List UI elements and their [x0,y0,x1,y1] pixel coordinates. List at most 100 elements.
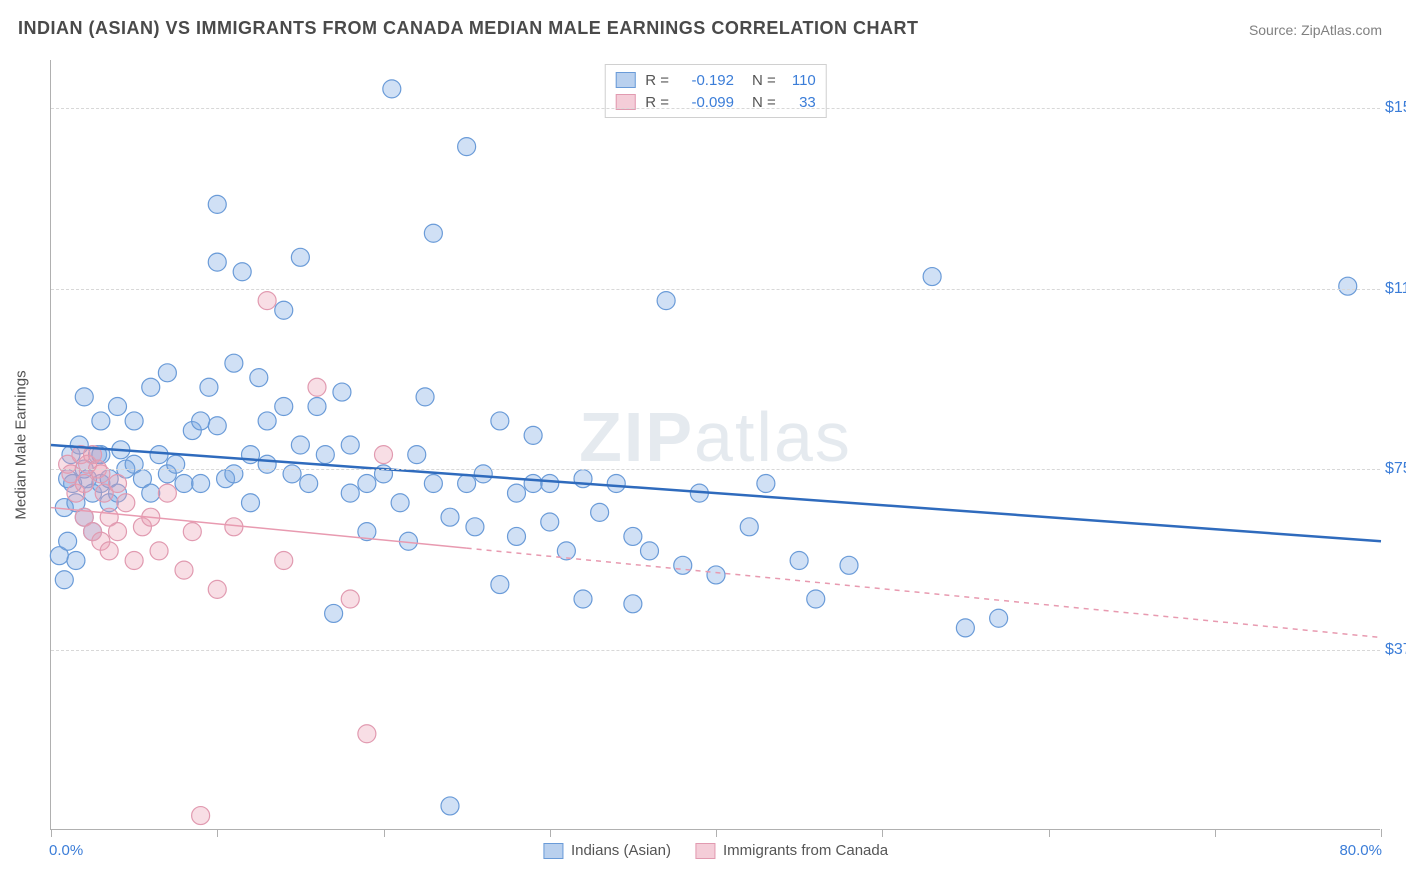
data-point [225,518,243,536]
data-point [308,378,326,396]
data-point [416,388,434,406]
data-point [508,484,526,502]
data-point [192,807,210,825]
data-point [200,378,218,396]
y-tick-label: $150,000 [1385,99,1406,117]
data-point [283,465,301,483]
data-point [75,388,93,406]
data-point [341,484,359,502]
x-tick [384,829,385,837]
legend-n-value: 110 [786,72,816,89]
data-point [923,268,941,286]
data-point [441,508,459,526]
data-point [183,523,201,541]
data-point [92,465,110,483]
data-point [574,590,592,608]
data-point [308,398,326,416]
data-point [109,523,127,541]
data-point [158,364,176,382]
data-point [524,426,542,444]
data-point [524,475,542,493]
data-point [258,412,276,430]
data-point [740,518,758,536]
data-point [150,542,168,560]
grid-line [51,650,1380,651]
data-point [109,398,127,416]
data-point [341,436,359,454]
legend-stat-row: R = -0.192 N = 110 [615,69,816,91]
legend-swatch [695,843,715,859]
data-point [383,80,401,98]
data-point [424,475,442,493]
data-point [208,195,226,213]
legend-n-label: N = [752,72,776,89]
legend-series: Indians (Asian) Immigrants from Canada [543,842,888,859]
legend-item: Indians (Asian) [543,842,671,859]
data-point [275,552,293,570]
x-tick [1381,829,1382,837]
data-point [391,494,409,512]
data-point [790,552,808,570]
x-axis-start-label: 0.0% [49,842,83,859]
data-point [491,412,509,430]
x-tick [882,829,883,837]
x-tick [716,829,717,837]
data-point [75,475,93,493]
legend-stats: R =-0.192N =110R =-0.099N =33 [604,64,827,118]
data-point [117,494,135,512]
data-point [956,619,974,637]
legend-r-value: -0.192 [679,72,734,89]
data-point [142,484,160,502]
data-point [757,475,775,493]
data-point [466,518,484,536]
grid-line [51,469,1380,470]
y-tick-label: $112,500 [1385,280,1406,298]
legend-label: Immigrants from Canada [723,842,888,859]
y-axis-label: Median Male Earnings [13,370,30,519]
data-point [275,398,293,416]
x-tick [51,829,52,837]
data-point [225,465,243,483]
data-point [840,556,858,574]
data-point [208,417,226,435]
data-point [192,412,210,430]
data-point [55,571,73,589]
data-point [607,475,625,493]
data-point [225,354,243,372]
data-point [458,138,476,156]
data-point [441,797,459,815]
data-point [707,566,725,584]
data-point [458,475,476,493]
data-point [167,455,185,473]
data-point [541,475,559,493]
legend-item: Immigrants from Canada [695,842,888,859]
legend-label: Indians (Asian) [571,842,671,859]
data-point [291,248,309,266]
source-attribution: Source: ZipAtlas.com [1249,22,1382,38]
data-point [125,412,143,430]
data-point [333,383,351,401]
data-point [92,412,110,430]
x-axis-end-label: 80.0% [1339,842,1382,859]
data-point [541,513,559,531]
x-tick [1049,829,1050,837]
data-point [125,552,143,570]
data-point [657,292,675,310]
data-point [250,369,268,387]
data-point [67,552,85,570]
data-point [375,446,393,464]
legend-swatch [615,72,635,88]
x-tick [217,829,218,837]
data-point [100,542,118,560]
x-tick [550,829,551,837]
data-point [474,465,492,483]
data-point [508,527,526,545]
legend-r-label: R = [645,72,669,89]
data-point [175,561,193,579]
data-point [624,527,642,545]
data-point [491,576,509,594]
data-point [142,378,160,396]
data-point [624,595,642,613]
data-point [242,494,260,512]
data-point [316,446,334,464]
